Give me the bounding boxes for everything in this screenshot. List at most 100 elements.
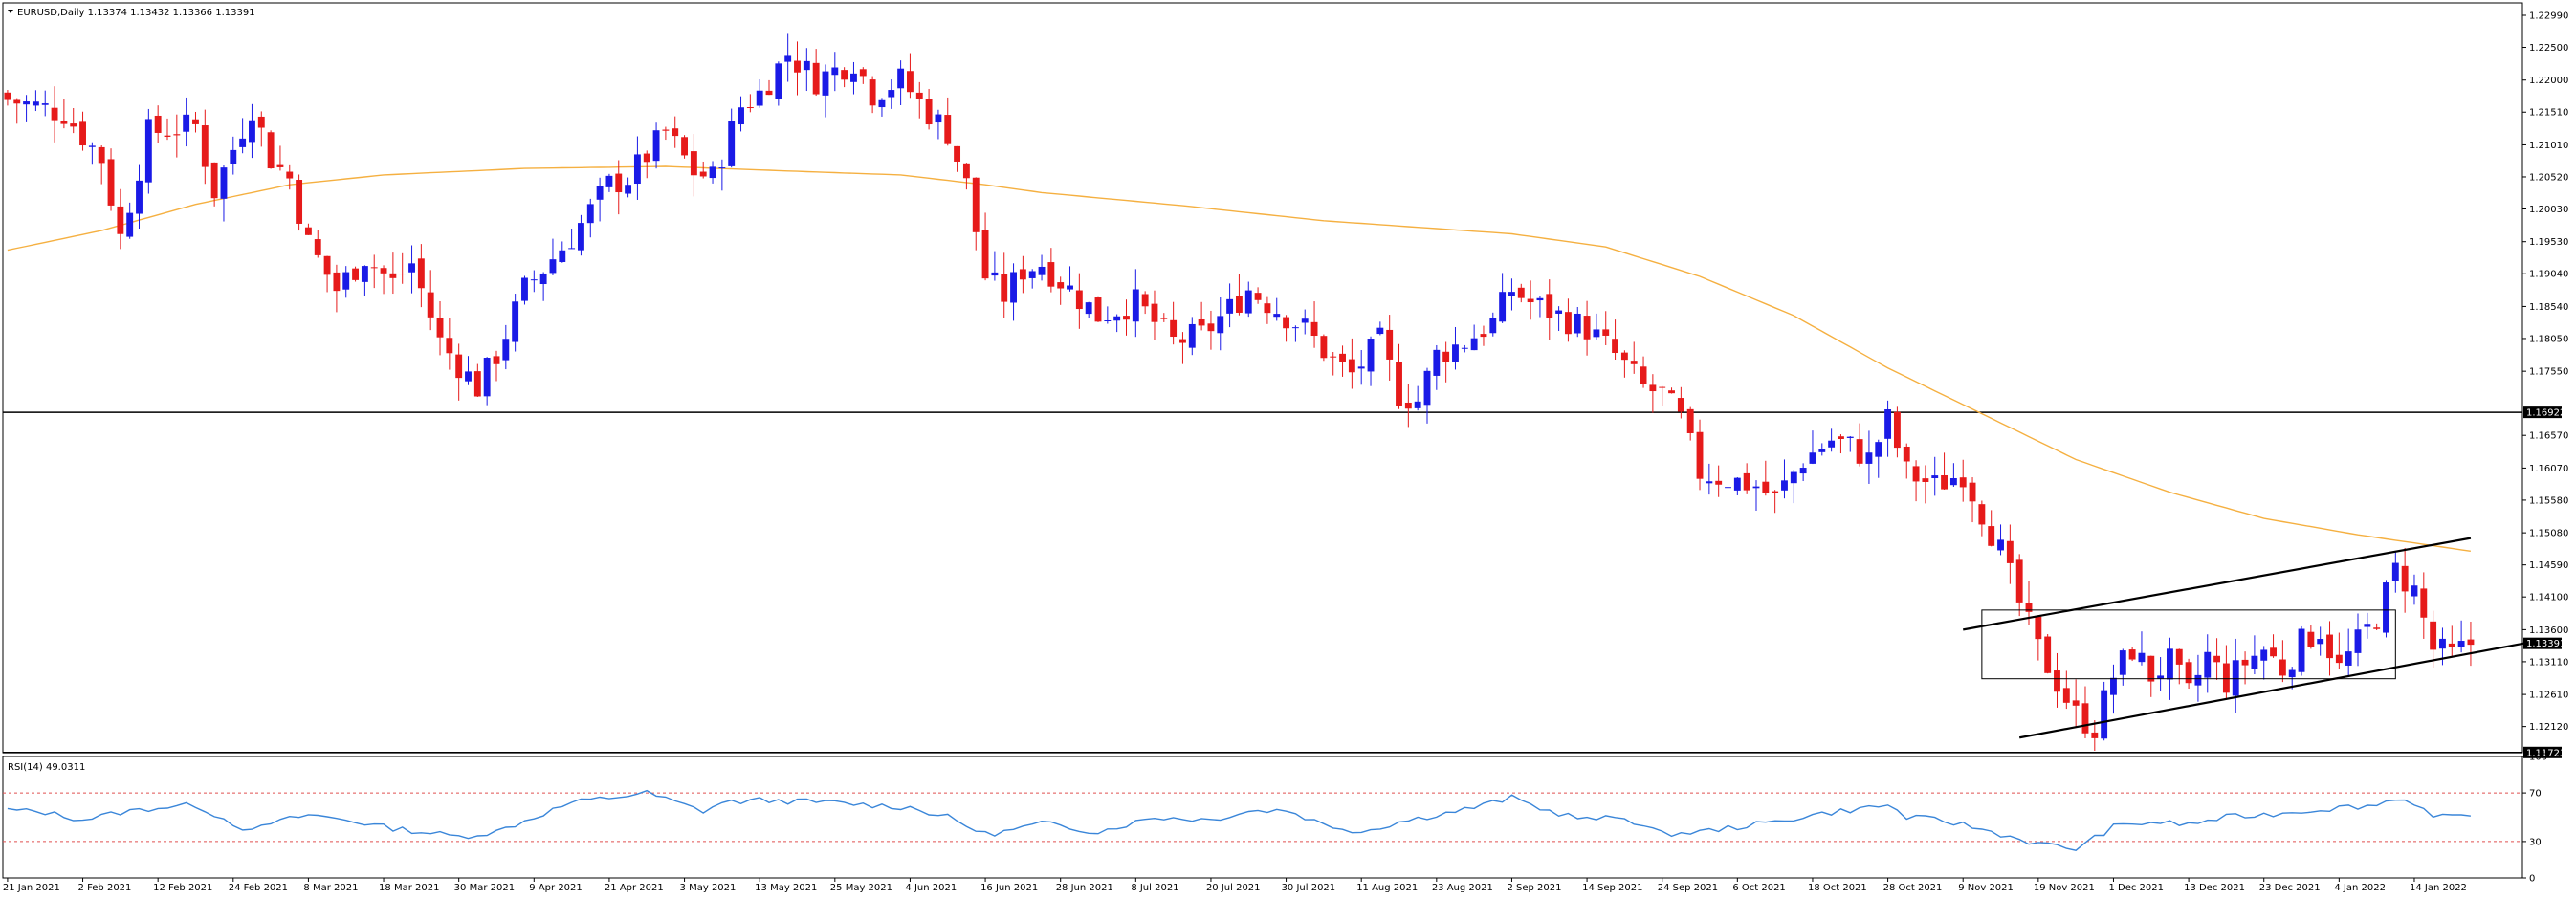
- price-marker: 1.16922: [2523, 406, 2565, 419]
- candle: [1640, 356, 1647, 388]
- candle: [436, 300, 444, 356]
- candle-body: [483, 358, 491, 397]
- candle-body: [662, 129, 670, 131]
- candle: [521, 275, 528, 305]
- candle: [2354, 613, 2362, 667]
- candle-body: [1612, 339, 1619, 354]
- candle: [1706, 463, 1713, 495]
- candle: [549, 238, 557, 275]
- candle-body: [831, 67, 839, 76]
- y-tick-label: 1.20520: [2529, 172, 2568, 183]
- candle-body: [1668, 390, 1675, 394]
- candle-body: [1226, 298, 1234, 314]
- candle-body: [1959, 477, 1967, 488]
- candle-body: [117, 206, 124, 234]
- candle-body: [455, 354, 463, 379]
- candle-body: [1376, 327, 1384, 335]
- candle: [605, 173, 613, 192]
- candle: [1414, 385, 1421, 411]
- candle-body: [2448, 643, 2455, 647]
- candle-body: [1715, 480, 1723, 485]
- candle: [1941, 452, 1948, 490]
- candle: [427, 270, 434, 331]
- candle: [1367, 336, 1375, 386]
- candle-body: [446, 338, 453, 354]
- candle: [643, 150, 650, 179]
- candle: [51, 86, 58, 143]
- candle-body: [380, 268, 387, 274]
- candle-body: [1461, 347, 1468, 349]
- x-tick-label: 30 Jul 2021: [1282, 883, 1336, 893]
- x-tick-label: 21 Apr 2021: [605, 883, 664, 893]
- candle: [2373, 623, 2381, 630]
- candle: [652, 122, 660, 169]
- candle-body: [784, 55, 792, 62]
- candle-body: [352, 268, 360, 280]
- candle-body: [1941, 474, 1948, 490]
- candle: [1499, 273, 1507, 323]
- candle: [2326, 621, 2333, 676]
- candle: [2467, 622, 2475, 667]
- candle: [1123, 299, 1130, 336]
- candle-body: [1330, 356, 1337, 358]
- candle: [869, 76, 876, 114]
- candle: [539, 272, 547, 301]
- candle-body: [643, 153, 650, 163]
- candle: [1555, 306, 1563, 332]
- candle: [473, 363, 481, 398]
- candle-body: [13, 99, 21, 104]
- x-tick-label: 23 Dec 2021: [2259, 883, 2321, 893]
- candle-body: [1799, 468, 1807, 474]
- candle-body: [60, 121, 68, 124]
- candle-body: [342, 272, 350, 290]
- candle: [831, 52, 839, 92]
- candle: [2147, 655, 2155, 697]
- y-tick-label: 1.16070: [2529, 464, 2568, 474]
- candle-body: [2128, 649, 2136, 660]
- candle: [1283, 315, 1290, 342]
- candle-body: [1141, 294, 1149, 307]
- candle: [850, 61, 857, 95]
- candle: [2157, 657, 2165, 691]
- candle: [13, 98, 21, 124]
- range-rectangle: [1981, 609, 2396, 680]
- candle-body: [859, 69, 867, 77]
- candle-body: [2270, 647, 2277, 657]
- candle: [465, 356, 472, 385]
- candle-body: [775, 63, 782, 99]
- candle: [718, 159, 726, 191]
- candle-body: [1480, 334, 1487, 338]
- candle: [915, 81, 923, 119]
- candle: [1047, 248, 1055, 293]
- candle: [756, 78, 763, 108]
- candle-body: [944, 115, 952, 144]
- candle: [342, 266, 350, 298]
- candle-body: [427, 292, 434, 318]
- candle-body: [323, 255, 331, 275]
- candle-body: [1132, 289, 1139, 322]
- x-tick-label: 3 May 2021: [680, 883, 737, 893]
- y-tick-label: 1.15580: [2529, 495, 2568, 506]
- candle-body: [1875, 442, 1882, 457]
- candle-body: [2138, 652, 2146, 663]
- candle: [1686, 406, 1694, 441]
- candle-body: [1574, 313, 1581, 334]
- candle-body: [2119, 650, 2126, 675]
- candle-body: [2185, 662, 2192, 684]
- candle-body: [1414, 401, 1421, 408]
- candle: [70, 108, 77, 134]
- candle-body: [1001, 274, 1008, 302]
- candle-body: [1339, 353, 1346, 362]
- candle-body: [1630, 361, 1638, 364]
- x-tick-label: 2 Sep 2021: [1507, 883, 1561, 893]
- x-tick-label: 20 Jul 2021: [1206, 883, 1261, 893]
- candle: [1396, 343, 1402, 409]
- candle-body: [2345, 651, 2352, 666]
- candle: [1912, 460, 1920, 502]
- candle: [1969, 477, 1976, 523]
- candle: [1217, 297, 1224, 351]
- candle-body: [154, 115, 162, 133]
- candle-body: [869, 79, 876, 106]
- candle-body: [2157, 675, 2165, 679]
